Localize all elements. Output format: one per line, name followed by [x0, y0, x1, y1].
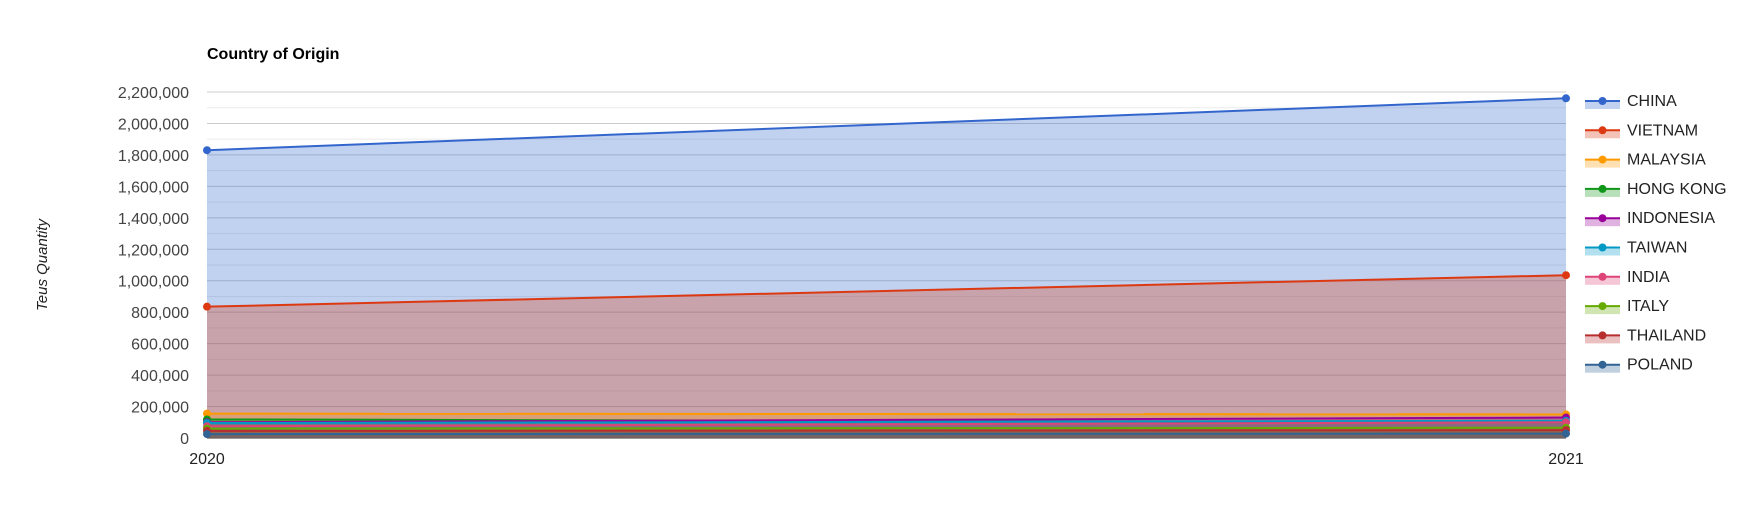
legend-marker [1599, 361, 1607, 369]
legend-item-india[interactable]: INDIA [1585, 269, 1670, 286]
legend-item-thailand[interactable]: THAILAND [1585, 327, 1706, 344]
data-point[interactable] [1562, 271, 1570, 279]
legend-label: INDONESIA [1627, 210, 1715, 227]
y-tick-label: 600,000 [131, 337, 189, 354]
data-point[interactable] [1562, 94, 1570, 102]
legend-item-malaysia[interactable]: MALAYSIA [1585, 152, 1706, 169]
legend-label: VIETNAM [1627, 122, 1698, 139]
legend-marker [1599, 331, 1607, 339]
data-point[interactable] [1562, 430, 1570, 438]
legend-label: ITALY [1627, 298, 1669, 315]
legend-marker [1599, 126, 1607, 134]
legend-label: INDIA [1627, 269, 1670, 286]
legend-marker [1599, 302, 1607, 310]
data-point[interactable] [203, 146, 211, 154]
legend-item-indonesia[interactable]: INDONESIA [1585, 210, 1715, 227]
legend-item-vietnam[interactable]: VIETNAM [1585, 122, 1698, 139]
x-axis-ticks: 2020 2021 [189, 451, 1584, 468]
data-point[interactable] [203, 303, 211, 311]
y-tick-label: 1,200,000 [118, 242, 189, 259]
data-point[interactable] [203, 430, 211, 438]
y-tick-label: 1,400,000 [118, 211, 189, 228]
legend-label: CHINA [1627, 93, 1677, 110]
legend-label: TAIWAN [1627, 240, 1687, 257]
y-tick-label: 200,000 [131, 400, 189, 417]
y-tick-label: 1,800,000 [118, 148, 189, 165]
x-tick-label: 2020 [189, 451, 225, 468]
series-line [207, 414, 1566, 415]
y-tick-label: 800,000 [131, 305, 189, 322]
series-line [207, 428, 1566, 429]
legend-label: POLAND [1627, 357, 1693, 374]
legend-marker [1599, 273, 1607, 281]
y-axis-ticks: 0 200,000 400,000 600,000 800,000 1,000,000 1,… [118, 85, 189, 448]
y-tick-label: 2,200,000 [118, 85, 189, 102]
legend-item-italy[interactable]: ITALY [1585, 298, 1669, 315]
y-tick-label: 2,000,000 [118, 116, 189, 133]
legend-item-hong-kong[interactable]: HONG KONG [1585, 181, 1727, 198]
legend-item-poland[interactable]: POLAND [1585, 357, 1693, 374]
y-axis-label: Teus Quantity [34, 218, 51, 311]
y-tick-label: 1,600,000 [118, 179, 189, 196]
legend-marker [1599, 97, 1607, 105]
y-tick-label: 0 [180, 431, 189, 448]
legend-marker [1599, 214, 1607, 222]
legend-marker [1599, 244, 1607, 252]
legend-label: THAILAND [1627, 327, 1706, 344]
legend-label: HONG KONG [1627, 181, 1727, 198]
y-tick-label: 1,000,000 [118, 274, 189, 291]
legend-label: MALAYSIA [1627, 152, 1706, 169]
y-tick-label: 400,000 [131, 368, 189, 385]
chart-title: Country of Origin [207, 46, 339, 63]
legend: CHINA VIETNAM MALAYSIA HONG KONG INDONESIA TA… [1585, 93, 1727, 374]
legend-marker [1599, 185, 1607, 193]
series-line [207, 430, 1566, 431]
legend-item-taiwan[interactable]: TAIWAN [1585, 240, 1687, 257]
legend-item-china[interactable]: CHINA [1585, 93, 1677, 110]
x-tick-label: 2021 [1548, 451, 1584, 468]
legend-marker [1599, 156, 1607, 164]
plot-area [203, 94, 1570, 438]
